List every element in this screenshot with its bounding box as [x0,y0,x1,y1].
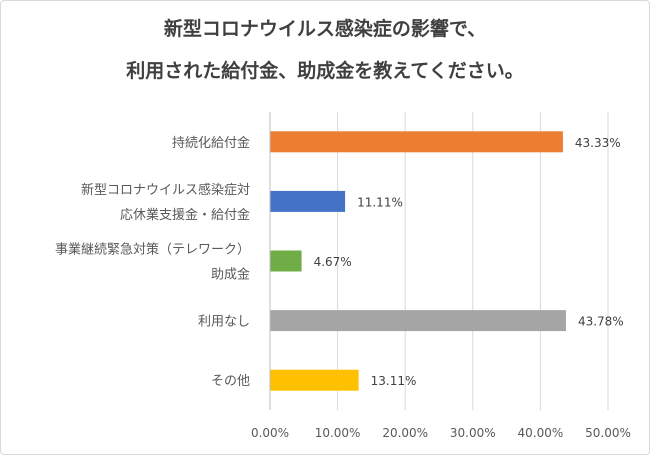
category-label: 助成金 [211,267,250,283]
x-tick-label: 20.00% [382,426,428,440]
value-label: 43.33% [575,136,621,150]
value-label: 43.78% [578,315,624,329]
value-label: 11.11% [357,195,403,209]
x-tick-label: 0.00% [251,426,289,440]
bar [270,190,346,212]
chart-title-line-2: 利用された給付金、助成金を教えてください。 [126,60,524,82]
bar [270,131,563,153]
category-label: 応休業支援金・給付金 [120,207,250,223]
value-label: 13.11% [371,374,417,388]
category-label: 持続化給付金 [172,135,250,151]
category-label: その他 [211,374,250,389]
bar [270,369,359,391]
x-tick-label: 50.00% [585,426,631,440]
x-tick-label: 30.00% [450,426,496,440]
x-tick-label: 40.00% [518,426,564,440]
category-label: 事業継続緊急対策（テレワーク） [55,242,250,258]
bar [270,250,302,272]
chart-title-line-1: 新型コロナウイルス感染症の影響で、 [163,18,487,40]
category-label: 新型コロナウイルス感染症対 [81,182,250,198]
bar [270,310,566,332]
value-label: 4.67% [314,255,352,269]
x-tick-label: 10.00% [315,426,361,440]
category-label: 利用なし [198,315,250,330]
